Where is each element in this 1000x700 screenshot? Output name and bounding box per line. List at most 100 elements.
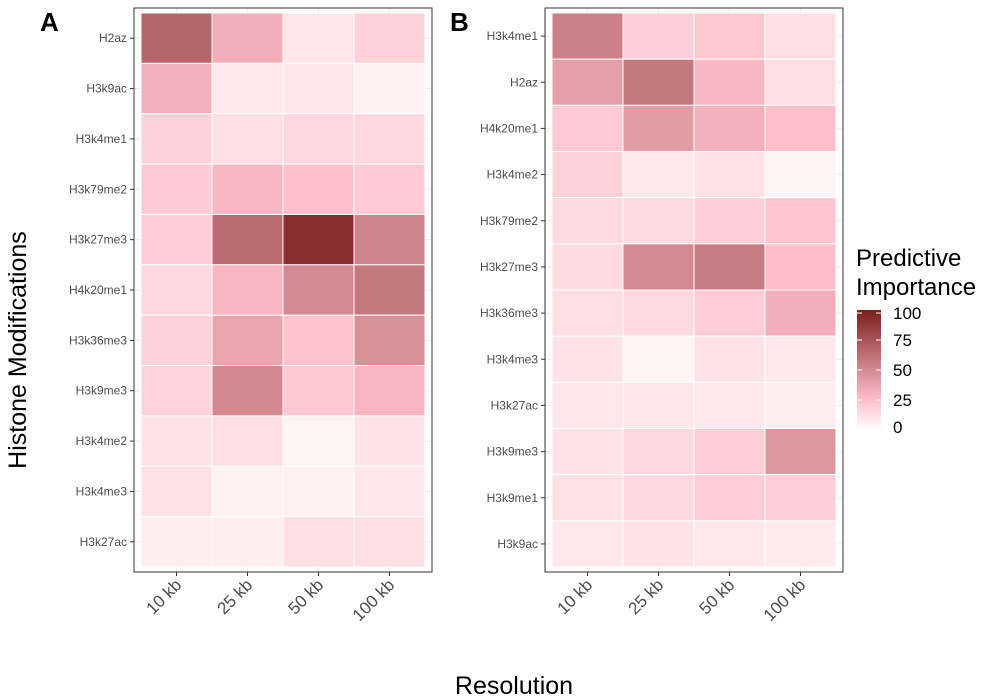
x-tick-label: 25 kb — [213, 575, 256, 618]
heatmap-cell — [622, 335, 695, 383]
legend-tick-label: 0 — [893, 418, 902, 437]
heatmap-cell — [353, 415, 426, 467]
heatmap-cell — [353, 62, 426, 115]
heatmap-cell — [211, 465, 284, 518]
y-tick-label: H3k27me3 — [69, 233, 127, 247]
y-tick-label: H3k36me3 — [480, 306, 538, 320]
heatmap-cell — [551, 474, 624, 522]
y-tick-label: H3k27ac — [80, 535, 127, 549]
y-tick-label: H2az — [99, 31, 127, 45]
y-tick-label: H2az — [510, 75, 538, 89]
heatmap-cell — [551, 197, 624, 245]
heatmap-cell — [353, 213, 426, 266]
y-tick-label: H4k20me1 — [480, 121, 538, 135]
y-tick-label: H3k9me3 — [487, 445, 539, 459]
heatmap-cell — [622, 428, 695, 476]
heatmap-cell — [693, 58, 766, 106]
heatmap-cell — [282, 264, 355, 316]
heatmap-cell — [211, 62, 284, 115]
heatmap-cell — [282, 12, 355, 64]
heatmap-cell — [551, 58, 624, 106]
y-tick-label: H3k4me1 — [76, 132, 128, 146]
x-tick-label: 50 kb — [695, 575, 738, 618]
heatmap-cell — [551, 520, 624, 568]
heatmap-cell — [764, 474, 837, 522]
heatmap-cell — [764, 289, 837, 337]
heatmap-cell — [282, 465, 355, 518]
heatmap-cell — [764, 428, 837, 476]
heatmap-cell — [140, 365, 213, 417]
heatmap-cell — [211, 163, 284, 215]
heatmap-cell — [282, 415, 355, 467]
heatmap-cell — [622, 381, 695, 430]
heatmap-cell — [551, 289, 624, 337]
heatmap-cell — [211, 415, 284, 467]
y-tick-label: H3k79me2 — [480, 214, 538, 228]
heatmap-cell — [282, 516, 355, 568]
heatmap-cell — [282, 314, 355, 367]
heatmap-cell — [764, 58, 837, 106]
y-tick-label: H3k4me2 — [487, 168, 539, 182]
heatmap-cell — [140, 415, 213, 467]
heatmap-cell — [764, 104, 837, 153]
y-tick-label: H3k4me3 — [487, 352, 539, 366]
panel-a: H2az H3k9ac H3k4me1 H3k79me2 H3k27me3 H4k20me… — [40, 7, 433, 625]
heatmap-cell — [353, 314, 426, 367]
heatmap-cell — [622, 520, 695, 568]
y-axis-title: Histone Modifications — [4, 231, 32, 469]
heatmap-cell — [764, 151, 837, 199]
y-tick-label: H3k79me2 — [69, 182, 127, 196]
heatmap-cell — [764, 243, 837, 291]
heatmap-cell — [693, 428, 766, 476]
heatmap-cell — [551, 104, 624, 153]
panel-border — [544, 7, 844, 573]
heatmap-cell — [140, 163, 213, 215]
heatmap-cell — [211, 12, 284, 64]
legend: Predictive Importance 100 75 50 25 0 — [856, 245, 976, 437]
heatmap-cell — [693, 12, 766, 60]
x-tick-label: 100 kb — [760, 575, 810, 625]
legend-title-line-2: Importance — [856, 274, 976, 301]
heatmap-cell — [140, 12, 213, 64]
x-tick-label: 10 kb — [142, 575, 185, 618]
heatmap-cell — [764, 520, 837, 568]
heatmap-cell — [551, 243, 624, 291]
legend-tick-label: 100 — [893, 304, 921, 323]
heatmap-cell — [211, 264, 284, 316]
heatmap-cell — [211, 516, 284, 568]
y-tick-label: H3k4me1 — [487, 29, 539, 43]
heatmap-cell — [353, 264, 426, 316]
heatmap-cell — [764, 335, 837, 383]
y-tick-label: H3k9ac — [86, 82, 127, 96]
heatmap-cell — [353, 113, 426, 165]
heatmap-cell — [353, 516, 426, 568]
heatmap-cell — [353, 365, 426, 417]
heatmap-cell — [282, 163, 355, 215]
heatmap-cell — [140, 213, 213, 266]
y-tick-label: H3k9me1 — [487, 491, 539, 505]
heatmap-cell — [693, 289, 766, 337]
heatmap-cell — [693, 335, 766, 383]
heatmap-cell — [622, 151, 695, 199]
heatmap-cell — [211, 113, 284, 165]
heatmap-cell — [211, 213, 284, 266]
heatmap-cell — [353, 12, 426, 64]
heatmap-cell — [211, 314, 284, 367]
heatmap-cell — [551, 335, 624, 383]
panel-letter: A — [40, 7, 59, 37]
heatmap-cell — [353, 163, 426, 215]
x-tick-label: 100 kb — [349, 575, 399, 625]
heatmap-cell — [622, 104, 695, 153]
heatmap-cell — [140, 62, 213, 115]
heatmap-cell — [693, 381, 766, 430]
legend-tick-label: 50 — [893, 361, 912, 380]
y-tick-label: H3k9ac — [497, 537, 538, 551]
y-tick-label: H3k36me3 — [69, 333, 127, 347]
legend-ticks: 100 75 50 25 0 — [857, 304, 921, 437]
y-tick-label: H3k27ac — [491, 398, 538, 412]
heatmap-cell — [693, 243, 766, 291]
heatmap-cell — [551, 12, 624, 60]
x-tick-label: 25 kb — [624, 575, 667, 618]
heatmap-cell — [140, 264, 213, 316]
